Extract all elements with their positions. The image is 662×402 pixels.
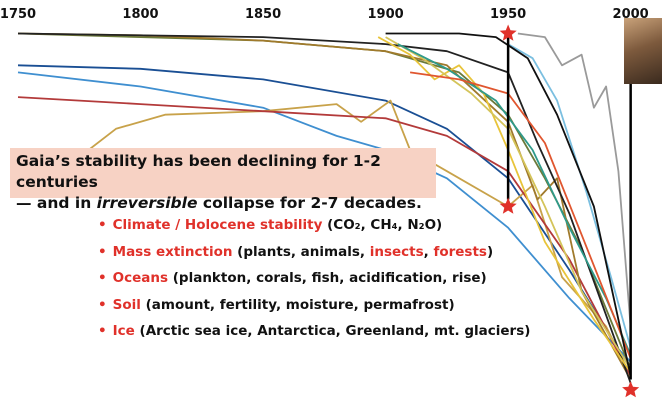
bullet-ice: • Ice (Arctic sea ice, Antarctica, Greenl… xyxy=(98,323,531,339)
webcam-overlay xyxy=(624,18,662,84)
bullet-dot: • xyxy=(98,296,107,313)
series-line-6 xyxy=(17,32,632,380)
bullet-extinction: • Mass extinction (plants, animals, insec… xyxy=(98,243,494,260)
headline-emphasis: irreversible xyxy=(96,194,198,212)
headline-line-2: — and in irreversible collapse for 2-7 d… xyxy=(16,194,422,212)
series-line-5 xyxy=(17,96,632,377)
series-line-11 xyxy=(409,71,632,359)
x-tick-label: 1800 xyxy=(122,7,158,22)
bullet-dot: • xyxy=(98,243,107,260)
bullet-oceans: • Oceans (plankton, corals, fish, acidifi… xyxy=(98,270,487,286)
headline-line-1: Gaia’s stability has been declining for … xyxy=(16,152,381,191)
bullet-climate: • Climate / Holocene stability (CO₂, CH₄,… xyxy=(98,217,443,233)
series-line-14 xyxy=(385,32,632,377)
star-marker xyxy=(499,24,517,41)
x-tick-label: 1900 xyxy=(367,7,403,22)
bullet-dot: • xyxy=(98,217,107,233)
series-line-12 xyxy=(507,43,632,348)
series-line-4 xyxy=(17,99,632,377)
series-line-3 xyxy=(17,32,632,370)
marker-layer xyxy=(499,24,640,398)
bullet-dot: • xyxy=(98,323,107,339)
star-marker xyxy=(499,197,517,214)
bullet-dot: • xyxy=(98,270,107,286)
series-line-2 xyxy=(17,64,632,370)
star-marker xyxy=(622,381,640,398)
series-line-7 xyxy=(17,32,632,384)
x-axis-ticks: 1750 1800 1850 1900 1950 2000 xyxy=(0,7,649,22)
bullet-list: • Climate / Holocene stability (CO₂, CH₄,… xyxy=(98,212,530,345)
x-tick-label: 1950 xyxy=(490,7,526,22)
bullet-soil: • Soil (amount, fertility, moisture, perm… xyxy=(98,296,455,313)
series-line-13 xyxy=(517,32,632,327)
x-tick-label: 1750 xyxy=(0,7,36,22)
series-layer xyxy=(17,32,632,384)
x-tick-label: 1850 xyxy=(245,7,281,22)
headline-box: Gaia’s stability has been declining for … xyxy=(10,148,436,212)
